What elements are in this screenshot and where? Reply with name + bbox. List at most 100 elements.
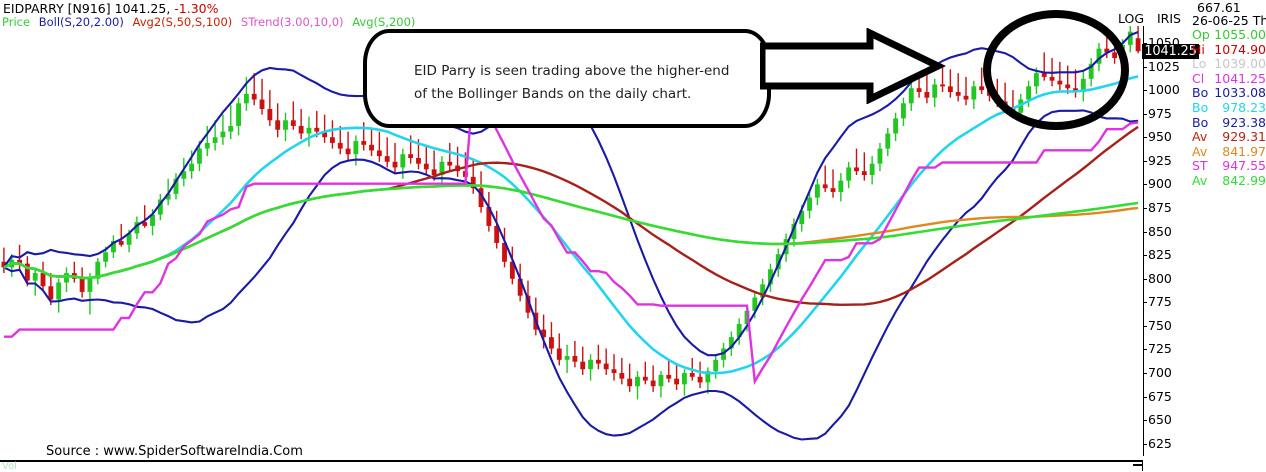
candle-body: [197, 148, 202, 164]
candle-body: [204, 142, 210, 149]
axis-tick: 675: [1143, 390, 1172, 402]
candle-body: [979, 86, 985, 91]
candle-body: [564, 356, 570, 360]
candle-body: [768, 269, 773, 285]
candle-body: [885, 133, 891, 149]
iris-label[interactable]: IRIS: [1157, 11, 1181, 26]
candle-body: [1041, 73, 1047, 77]
ohlc-row: Bo 978.23: [1192, 100, 1266, 116]
candle-body: [118, 241, 124, 245]
annotation-highlight-circle: [983, 10, 1129, 130]
candle-body: [314, 127, 320, 132]
candle-body: [95, 261, 101, 279]
candle-body: [752, 297, 758, 311]
candle-body: [173, 178, 179, 194]
candle-body: [603, 363, 609, 370]
candle-body: [728, 337, 734, 349]
ohlc-key: Hi: [1192, 41, 1205, 57]
price-chart-plot-area[interactable]: [0, 26, 1142, 456]
candle-body: [384, 156, 390, 162]
candle-body: [924, 92, 930, 98]
axis-rule: [1143, 26, 1144, 456]
candle-body: [760, 284, 766, 298]
candle-body: [1135, 38, 1141, 52]
ohlc-row: Bo 1033.08: [1192, 86, 1266, 101]
ohlc-readout-panel: Op 1055.00 Hi 1074.90 Lo 1039.00 Cl 1041.25 Bo 10…: [1192, 27, 1266, 189]
log-scale-label[interactable]: LOG: [1118, 11, 1145, 26]
ohlc-key: Cl: [1192, 70, 1205, 86]
axis-tick: 900: [1143, 178, 1172, 190]
legend-item-bollinger[interactable]: Boll(S,20,2.00): [38, 15, 124, 29]
candle-body: [470, 176, 476, 189]
candle-body: [337, 142, 343, 149]
candle-body: [478, 188, 484, 208]
symbol-label: EIDPARRY [N916]: [3, 1, 111, 16]
candle-body: [400, 154, 406, 168]
source-attribution: Source : www.SpiderSoftwareIndia.Com: [46, 444, 303, 459]
candle-body: [298, 125, 304, 134]
candle-body: [502, 242, 507, 262]
candle-body: [103, 252, 109, 262]
ohlc-row: Lo 1039.00: [1192, 57, 1266, 72]
axis-tick: 650: [1143, 413, 1172, 426]
ohlc-value: 923.38: [1222, 114, 1266, 130]
candle-body: [1096, 48, 1102, 64]
candle-body: [1073, 88, 1078, 93]
candle-body: [189, 163, 195, 172]
axis-tick: 775: [1143, 296, 1172, 308]
quote-date: 26-06-25 Th: [1192, 13, 1266, 28]
indicator-legend: Price Boll(S,20,2.00) Avg2(S,50,S,100) S…: [2, 15, 420, 29]
legend-item-supertrend[interactable]: STrend(3.00,10,0): [240, 15, 344, 29]
candle-body: [556, 348, 562, 360]
axis-bottom-tick: [1133, 464, 1142, 466]
candle-body: [1088, 63, 1094, 79]
candle-body: [306, 127, 312, 134]
candle-body: [525, 295, 531, 313]
chart-bottom-divider: [0, 460, 1142, 462]
legend-item-price[interactable]: Price: [2, 15, 31, 29]
current-price-marker: 1041.25: [1142, 44, 1199, 60]
candle-body: [838, 180, 844, 192]
candle-body: [157, 199, 163, 215]
ohlc-value: 842.99: [1222, 172, 1266, 188]
candle-body: [541, 329, 547, 338]
candle-body: [330, 137, 335, 143]
candle-body: [220, 131, 226, 138]
ohlc-key: Lo: [1192, 56, 1207, 72]
axis-tick: 825: [1143, 248, 1172, 261]
ohlc-row: Hi 1074.90: [1192, 41, 1266, 58]
candle-body: [408, 154, 414, 159]
candle-body: [110, 241, 116, 253]
candle-body: [423, 163, 429, 170]
candle-body: [814, 184, 820, 198]
ohlc-key: Op: [1192, 27, 1210, 42]
candle-body: [236, 103, 241, 126]
candle-body: [416, 158, 421, 164]
candlestick-series: [1, 26, 1141, 400]
candle-body: [854, 167, 859, 172]
candle-body: [611, 369, 617, 374]
supertrend-line: [3, 82, 1139, 386]
price-axis[interactable]: 1050 1025 1000 975 950 925 900 875 850 825 800 775 7…: [1142, 26, 1199, 456]
chart-title-bar: EIDPARRY [N916] 1041.25, -1.30%: [3, 1, 219, 16]
ohlc-value: 841.97: [1222, 143, 1266, 159]
candle-body: [1080, 78, 1086, 93]
ohlc-key: Av: [1192, 143, 1208, 159]
candle-body: [79, 278, 85, 292]
axis-tick: 625: [1143, 437, 1172, 449]
legend-item-avg200[interactable]: Avg(S,200): [352, 15, 416, 29]
axis-bottom-divider: [1142, 460, 1143, 471]
candle-body: [439, 161, 445, 175]
candle-body: [861, 171, 867, 175]
candle-body: [971, 86, 977, 100]
last-price-label: 1041.25,: [114, 1, 171, 16]
ohlc-row: Av 841.97: [1192, 143, 1266, 160]
legend-item-avg2[interactable]: Avg2(S,50,S,100): [132, 15, 233, 29]
candle-body: [846, 167, 852, 181]
annotation-text: EID Parry is seen trading above the high…: [414, 63, 730, 102]
candle-body: [150, 214, 155, 226]
candle-body: [932, 84, 938, 98]
ohlc-key: ST: [1192, 158, 1208, 174]
candle-body: [392, 161, 398, 168]
annotation-arrow-icon: [760, 28, 947, 104]
